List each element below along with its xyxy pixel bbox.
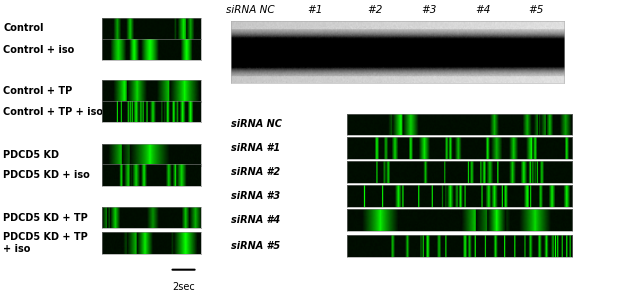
Text: siRNA NC: siRNA NC xyxy=(226,5,274,15)
Text: siRNA #2: siRNA #2 xyxy=(231,167,281,177)
Text: siRNA #4: siRNA #4 xyxy=(231,215,281,225)
Text: #2: #2 xyxy=(367,5,382,15)
Text: Control + TP + iso: Control + TP + iso xyxy=(3,107,103,117)
Text: siRNA NC: siRNA NC xyxy=(231,119,282,129)
Text: PDCD5 KD + TP
+ iso: PDCD5 KD + TP + iso xyxy=(3,232,88,254)
Text: siRNA #5: siRNA #5 xyxy=(231,241,281,251)
Text: PDCD5 KD + TP: PDCD5 KD + TP xyxy=(3,212,88,223)
Text: siRNA #1: siRNA #1 xyxy=(231,143,281,153)
Text: #1: #1 xyxy=(307,5,322,15)
Text: #3: #3 xyxy=(421,5,436,15)
Text: Control: Control xyxy=(3,23,44,33)
Text: 2sec: 2sec xyxy=(172,282,195,292)
Text: #4: #4 xyxy=(475,5,490,15)
Text: Control + TP: Control + TP xyxy=(3,86,72,96)
Text: #5: #5 xyxy=(528,5,543,15)
Text: PDCD5 KD + iso: PDCD5 KD + iso xyxy=(3,170,90,180)
Text: siRNA #3: siRNA #3 xyxy=(231,191,281,201)
Text: Control + iso: Control + iso xyxy=(3,45,74,55)
Text: PDCD5 KD: PDCD5 KD xyxy=(3,150,59,160)
